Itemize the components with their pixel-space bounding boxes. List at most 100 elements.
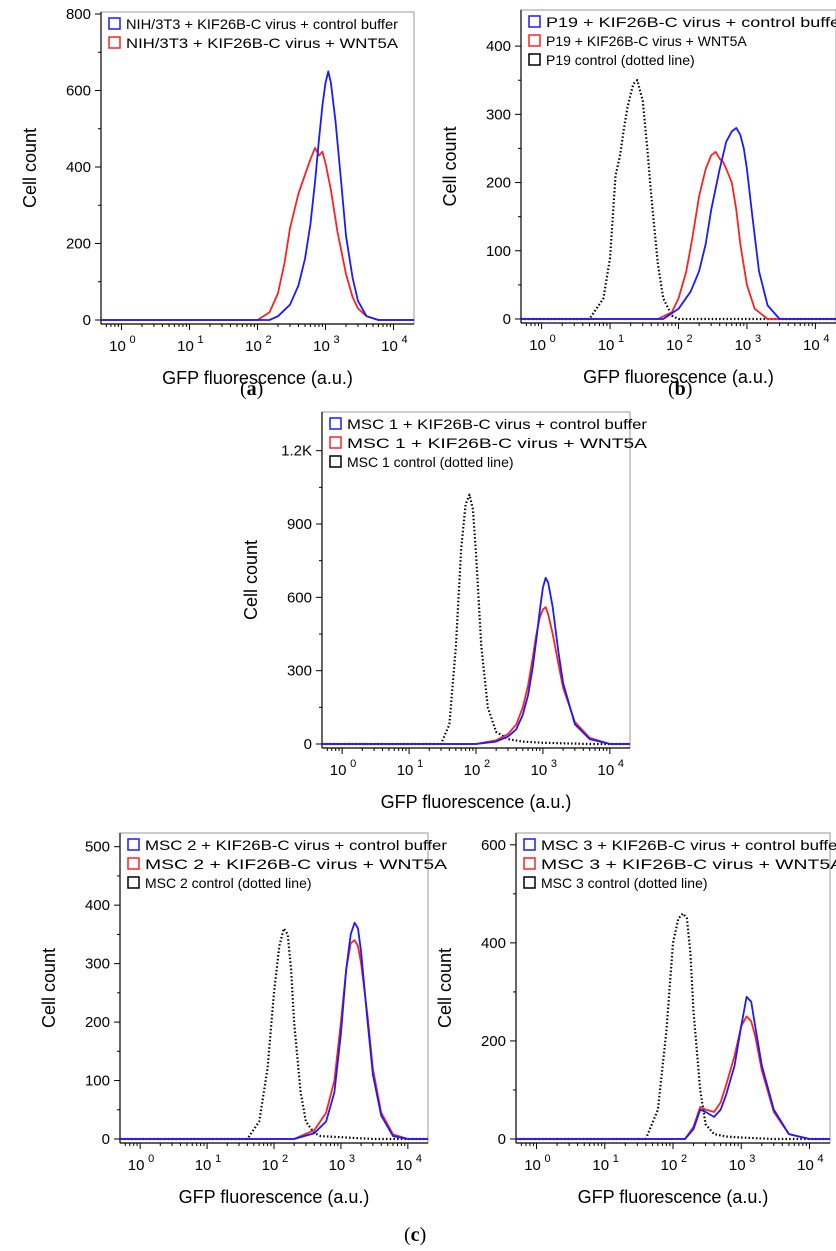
x-tick-label: 10 xyxy=(531,762,548,779)
series-line xyxy=(516,1015,830,1140)
x-tick-exponent: 3 xyxy=(551,758,557,770)
x-tick-label: 10 xyxy=(195,1157,212,1174)
y-tick-label: 900 xyxy=(287,516,312,533)
legend-label: MSC 2 + KIF26B-C virus + WNT5A xyxy=(145,856,448,872)
x-tick-label: 10 xyxy=(381,338,398,355)
legend-swatch xyxy=(523,857,536,870)
x-tick-exponent: 4 xyxy=(618,758,624,770)
legend-label: MSC 2 + KIF26B-C virus + control buffer xyxy=(145,837,447,853)
x-axis-label: GFP fluorescence (a.u.) xyxy=(583,367,774,387)
y-tick-label: 400 xyxy=(66,159,91,176)
x-tick-exponent: 2 xyxy=(681,1153,687,1165)
y-tick-label: 100 xyxy=(486,243,511,260)
legend-swatch xyxy=(523,838,536,851)
x-tick-exponent: 4 xyxy=(823,333,829,345)
x-tick-label: 10 xyxy=(661,1157,678,1174)
legend-swatch xyxy=(528,34,541,47)
y-tick-label: 0 xyxy=(304,736,312,753)
series-line xyxy=(120,921,428,1140)
series-line xyxy=(120,927,428,1141)
x-tick-label: 10 xyxy=(529,337,546,354)
legend-label: MSC 3 control (dotted line) xyxy=(541,875,708,891)
x-tick-exponent: 0 xyxy=(129,334,135,346)
x-tick-label: 10 xyxy=(592,1157,609,1174)
x-tick-label: 10 xyxy=(313,338,330,355)
x-tick-label: 10 xyxy=(598,337,615,354)
legend-label: NIH/3T3 + KIF26B-C virus + control buffe… xyxy=(126,16,398,32)
x-tick-exponent: 0 xyxy=(545,1153,551,1165)
panel-label-c: (c) xyxy=(404,1224,427,1246)
panel-label-b: (b) xyxy=(668,378,693,400)
series-line xyxy=(521,79,836,321)
x-axis-label: GFP fluorescence (a.u.) xyxy=(578,1187,769,1207)
y-tick-label: 400 xyxy=(486,38,511,55)
y-tick-label: 800 xyxy=(66,6,91,23)
x-tick-exponent: 3 xyxy=(349,1153,355,1165)
legend-label: MSC 3 + KIF26B-C virus + control buffer xyxy=(541,837,836,853)
legend-swatch xyxy=(127,838,140,851)
y-tick-label: 0 xyxy=(498,1131,506,1148)
y-tick-label: 400 xyxy=(481,935,506,952)
legend-label: MSC 2 control (dotted line) xyxy=(145,875,312,891)
legend-swatch xyxy=(329,455,342,468)
x-axis-label: GFP fluorescence (a.u.) xyxy=(162,368,353,388)
x-axis-label: GFP fluorescence (a.u.) xyxy=(179,1187,370,1207)
y-tick-label: 600 xyxy=(481,837,506,854)
y-tick-label: 1.2K xyxy=(281,443,312,460)
y-tick-label: 200 xyxy=(66,236,91,253)
x-tick-label: 10 xyxy=(729,1157,746,1174)
x-tick-exponent: 3 xyxy=(334,334,340,346)
y-axis-label: Cell count xyxy=(440,126,460,206)
x-tick-label: 10 xyxy=(396,1157,413,1174)
x-tick-exponent: 2 xyxy=(687,333,693,345)
x-tick-label: 10 xyxy=(109,338,126,355)
series-line xyxy=(516,995,830,1140)
legend-swatch xyxy=(127,876,140,889)
legend-label: P19 control (dotted line) xyxy=(546,52,695,68)
x-tick-exponent: 1 xyxy=(215,1153,221,1165)
series-line xyxy=(120,939,428,1140)
x-tick-exponent: 3 xyxy=(749,1153,755,1165)
x-tick-label: 10 xyxy=(177,338,194,355)
legend-label: MSC 3 + KIF26B-C virus + WNT5A xyxy=(541,856,836,872)
x-tick-label: 10 xyxy=(735,337,752,354)
x-tick-exponent: 0 xyxy=(550,333,556,345)
x-tick-label: 10 xyxy=(128,1157,145,1174)
legend-swatch xyxy=(108,17,121,30)
x-tick-exponent: 4 xyxy=(817,1153,823,1165)
legend-label: MSC 1 control (dotted line) xyxy=(347,454,514,470)
x-tick-label: 10 xyxy=(397,762,414,779)
x-tick-label: 10 xyxy=(330,762,347,779)
series-line xyxy=(521,150,836,320)
y-tick-label: 0 xyxy=(503,311,511,328)
y-tick-label: 200 xyxy=(486,175,511,192)
legend-swatch xyxy=(523,876,536,889)
x-tick-label: 10 xyxy=(666,337,683,354)
series-line xyxy=(101,146,414,321)
legend-label: MSC 1 + KIF26B-C virus + WNT5A xyxy=(347,435,648,451)
x-tick-exponent: 1 xyxy=(618,333,624,345)
x-tick-label: 10 xyxy=(797,1157,814,1174)
legend-label: NIH/3T3 + KIF26B-C virus + WNT5A xyxy=(126,35,399,51)
series-line xyxy=(516,912,830,1141)
y-axis-label: Cell count xyxy=(241,540,261,620)
y-tick-label: 600 xyxy=(287,589,312,606)
series-line xyxy=(521,127,836,320)
x-tick-exponent: 2 xyxy=(484,758,490,770)
x-tick-exponent: 2 xyxy=(266,334,272,346)
x-tick-exponent: 4 xyxy=(416,1153,422,1165)
legend-label: P19 + KIF26B-C virus + control buffer xyxy=(546,14,836,30)
series-line xyxy=(322,606,630,745)
legend-swatch xyxy=(127,857,140,870)
series-line xyxy=(101,70,414,321)
x-tick-label: 10 xyxy=(245,338,262,355)
legend-swatch xyxy=(528,53,541,66)
y-tick-label: 200 xyxy=(85,1014,110,1031)
x-tick-exponent: 0 xyxy=(148,1153,154,1165)
x-tick-exponent: 2 xyxy=(282,1153,288,1165)
x-tick-label: 10 xyxy=(329,1157,346,1174)
